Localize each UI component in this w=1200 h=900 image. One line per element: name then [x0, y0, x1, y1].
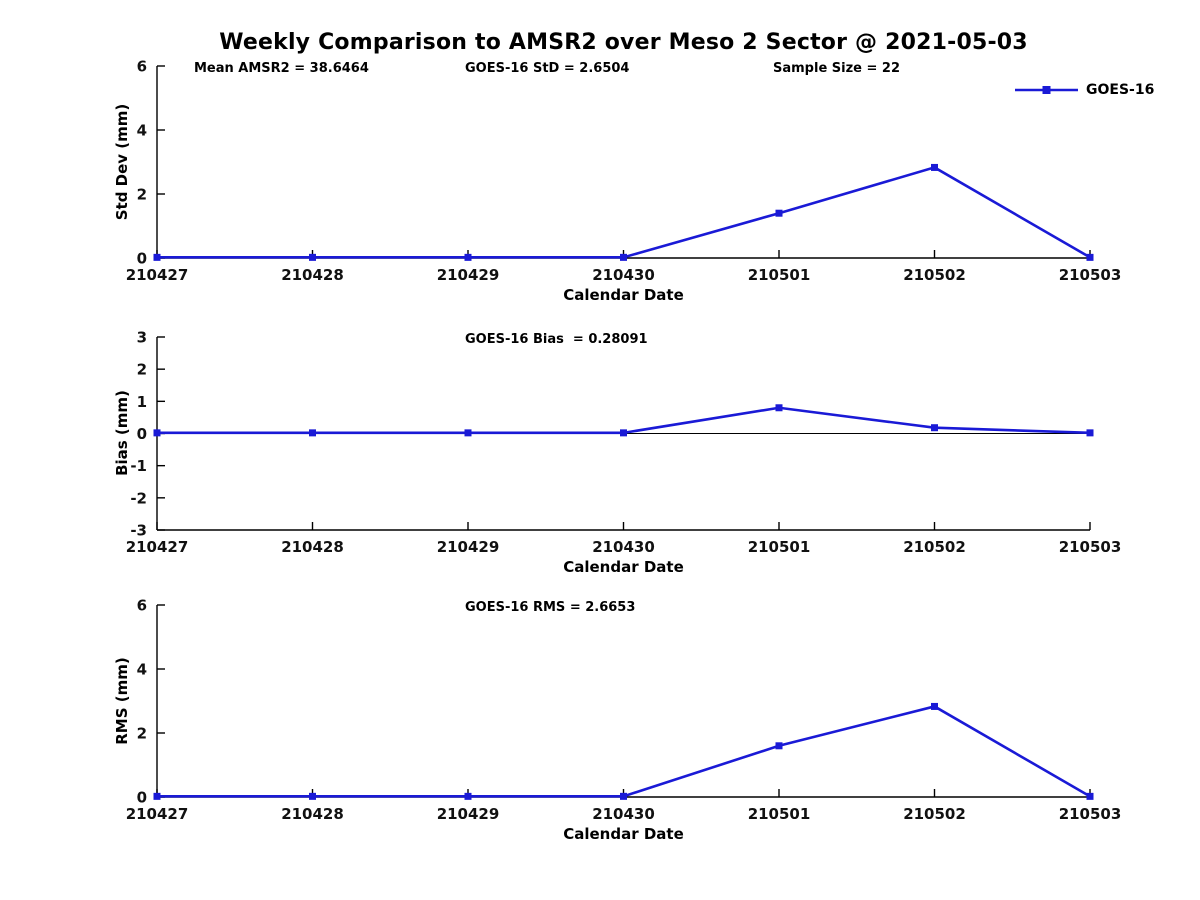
x-tick-label: 210430 — [592, 538, 655, 556]
x-tick-label: 210502 — [903, 538, 966, 556]
x-tick-label: 210429 — [437, 266, 500, 284]
figure-title: Weekly Comparison to AMSR2 over Meso 2 S… — [219, 30, 1028, 55]
y-tick-label: 2 — [137, 361, 147, 379]
data-point-marker — [775, 209, 783, 217]
y-tick-label: 0 — [137, 425, 147, 443]
data-point-marker — [620, 792, 627, 800]
data-point-marker — [464, 792, 472, 800]
y-tick-label: 0 — [137, 250, 147, 268]
x-tick-label: 210427 — [126, 266, 189, 284]
annotation-goes16-rms: GOES-16 RMS = 2.6653 — [465, 600, 636, 615]
data-point-marker — [931, 702, 938, 710]
series-line-goes-16 — [157, 705, 1091, 798]
data-point-marker — [620, 253, 627, 261]
y-tick-label: 0 — [137, 789, 147, 807]
x-tick-label: 210502 — [903, 805, 966, 823]
data-point-marker — [309, 429, 316, 437]
y-tick-label: 6 — [137, 597, 147, 615]
x-axis-label-rms: Calendar Date — [563, 825, 684, 843]
x-tick-label: 210428 — [281, 538, 344, 556]
data-point-marker — [931, 424, 938, 432]
data-point-marker — [153, 429, 161, 437]
y-tick-label: 2 — [137, 186, 147, 204]
y-tick-label: 3 — [137, 329, 147, 347]
data-point-marker — [309, 253, 316, 261]
x-axis-label-std-dev: Calendar Date — [563, 286, 684, 304]
y-tick-label: -1 — [130, 457, 147, 475]
y-tick-label: -3 — [130, 522, 147, 540]
annotation-goes16-bias: GOES-16 Bias = 0.28091 — [465, 332, 648, 347]
data-point-marker — [464, 253, 472, 261]
legend-marker — [1042, 86, 1051, 94]
data-point-marker — [775, 742, 783, 750]
x-tick-label: 210427 — [126, 538, 189, 556]
y-tick-label: 4 — [137, 122, 147, 140]
y-tick-label: 1 — [137, 393, 147, 411]
x-tick-label: 210502 — [903, 266, 966, 284]
data-point-marker — [1086, 792, 1094, 800]
data-point-marker — [775, 404, 783, 412]
x-tick-label: 210501 — [748, 266, 811, 284]
x-tick-label: 210427 — [126, 805, 189, 823]
data-point-marker — [153, 792, 161, 800]
data-point-marker — [620, 429, 627, 437]
data-point-marker — [309, 792, 316, 800]
series-line-goes-16 — [157, 406, 1091, 435]
legend-label-goes16: GOES-16 — [1086, 82, 1155, 98]
x-axis-label-bias: Calendar Date — [563, 558, 684, 576]
x-tick-label: 210503 — [1059, 266, 1122, 284]
x-tick-label: 210503 — [1059, 805, 1122, 823]
y-tick-label: 4 — [137, 661, 147, 679]
data-point-marker — [1086, 429, 1094, 437]
x-tick-label: 210430 — [592, 805, 655, 823]
y-tick-label: -2 — [130, 489, 147, 507]
data-point-marker — [931, 163, 938, 171]
x-tick-label: 210428 — [281, 805, 344, 823]
annotation-goes16-std: GOES-16 StD = 2.6504 — [465, 61, 630, 76]
data-point-marker — [1086, 253, 1094, 261]
x-tick-label: 210503 — [1059, 538, 1122, 556]
data-point-marker — [153, 253, 161, 261]
y-tick-label: 2 — [137, 725, 147, 743]
x-tick-label: 210430 — [592, 266, 655, 284]
x-tick-label: 210429 — [437, 538, 500, 556]
x-tick-label: 210501 — [748, 538, 811, 556]
y-tick-label: 6 — [137, 58, 147, 76]
data-point-marker — [464, 429, 472, 437]
series-line-goes-16 — [157, 166, 1091, 259]
x-tick-label: 210429 — [437, 805, 500, 823]
x-tick-label: 210501 — [748, 805, 811, 823]
annotation-sample-size: Sample Size = 22 — [773, 61, 901, 76]
x-tick-label: 210428 — [281, 266, 344, 284]
annotation-mean-amsr2: Mean AMSR2 = 38.6464 — [194, 61, 369, 76]
